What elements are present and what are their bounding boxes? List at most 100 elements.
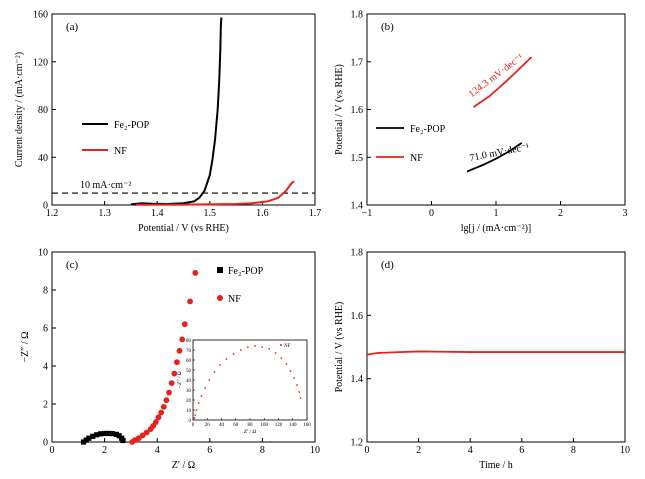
legend-label-a-1: NF — [114, 146, 127, 157]
legend-label-a-0: Fe₂-POP — [114, 120, 150, 131]
inset-point-14 — [254, 345, 256, 347]
inset-y-tick-label-0: 0 — [189, 419, 192, 424]
inset-point-8 — [213, 371, 216, 373]
series-line-a-0 — [130, 17, 223, 206]
x-tick-label-1-2: 1 — [494, 208, 499, 219]
inset-y-tick-label-8: 80 — [186, 339, 192, 344]
inset-point-6 — [204, 387, 207, 389]
inset-x-tick-label-5: 100 — [261, 423, 269, 428]
data-point-c-1-8 — [155, 414, 162, 421]
data-point-c-0-12 — [120, 437, 126, 444]
data-point-c-1-9 — [158, 409, 165, 416]
x-tick-label-1-3: 2 — [558, 208, 563, 219]
x-tick-label-1-4: 3 — [623, 208, 628, 219]
x-tick-label-3-4: 8 — [571, 445, 576, 456]
y-tick-label-0-0: 0 — [43, 201, 48, 212]
x-tick-label-0-5: 1.7 — [309, 208, 322, 219]
inset-point-1 — [193, 417, 196, 419]
data-point-c-1-4 — [143, 429, 150, 436]
reference-line-annotation: 10 mA·cm⁻² — [80, 180, 131, 191]
inset-y-tick-label-4: 40 — [186, 379, 192, 384]
inset-x-tick-label-8: 160 — [303, 423, 311, 428]
x-tick-label-2-2: 4 — [155, 445, 160, 456]
data-point-c-0-3 — [90, 433, 96, 439]
inset-point-23 — [298, 391, 301, 393]
data-point-c-1-11 — [163, 397, 170, 404]
inset-x-tick-label-6: 120 — [275, 423, 283, 428]
inset-point-15 — [261, 346, 264, 348]
legend-marker-c-0 — [217, 267, 223, 273]
data-point-c-1-19 — [187, 298, 193, 305]
x-tick-label-2-3: 6 — [207, 445, 212, 456]
y-tick-label-0-4: 160 — [33, 10, 48, 21]
legend-label-c-0: Fe₂-POP — [228, 266, 264, 277]
y-tick-label-2-4: 8 — [43, 286, 48, 297]
data-point-c-1-7 — [152, 419, 159, 425]
legend-marker-c-1 — [217, 295, 223, 301]
x-tick-label-3-1: 2 — [416, 445, 421, 456]
y-tick-label-2-2: 4 — [43, 362, 48, 373]
plot-frame-1 — [366, 13, 626, 206]
y-axis-label-1: Potential / V (vs RHE) — [334, 64, 345, 155]
x-axis-label-1: lg[j / (mA·cm⁻²)] — [461, 223, 531, 234]
data-point-c-0-4 — [94, 432, 100, 438]
legend-label-b-0: Fe₂-POP — [410, 124, 446, 135]
slope-label-fe2pop: 71.0 mV·dec⁻¹ — [469, 142, 530, 164]
data-point-c-1-10 — [160, 403, 167, 410]
slope-label-nf: 124.3 mV·dec⁻¹ — [467, 52, 526, 100]
inset-point-13 — [246, 346, 249, 348]
y-axis-label-2: −Z″ / Ω — [20, 331, 31, 362]
inset-point-4 — [197, 402, 200, 404]
y-tick-label-1-2: 1.6 — [351, 105, 364, 116]
inset-x-tick-label-4: 80 — [248, 423, 254, 428]
y-tick-label-0-3: 120 — [33, 57, 48, 68]
inset-y-tick-label-6: 60 — [186, 359, 192, 364]
x-tick-label-2-5: 10 — [310, 445, 320, 456]
data-point-c-1-15 — [174, 359, 180, 366]
x-axis-label-3: Time / h — [479, 460, 513, 471]
data-point-c-0-5 — [98, 431, 104, 437]
x-tick-label-2-0: 0 — [50, 445, 55, 456]
legend-label-b-1: NF — [410, 153, 423, 164]
inset-point-5 — [200, 395, 203, 397]
x-axis-label-0: Potential / V (vs RHE) — [138, 223, 229, 234]
x-axis-label-2: Z′ / Ω — [172, 460, 196, 471]
series-line-d-0 — [366, 350, 625, 356]
inset-y-tick-label-3: 30 — [186, 389, 192, 394]
inset-point-18 — [280, 357, 283, 359]
plot-frame-2 — [51, 251, 316, 443]
inset-point-22 — [296, 384, 298, 386]
data-point-c-1-16 — [176, 347, 183, 354]
series-line-b-1 — [472, 56, 533, 108]
y-tick-label-3-0: 1.2 — [351, 438, 364, 449]
y-tick-label-1-1: 1.5 — [351, 153, 364, 164]
y-tick-label-2-0: 0 — [43, 438, 48, 449]
data-point-c-1-13 — [168, 380, 175, 386]
inset-x-tick-label-2: 40 — [219, 423, 225, 428]
panel-label-2: (c) — [66, 259, 79, 271]
data-point-c-0-2 — [86, 435, 92, 441]
x-tick-label-2-1: 2 — [102, 445, 107, 456]
inset-point-24 — [299, 397, 302, 399]
inset-y-axis-label: −Z″ / Ω — [177, 371, 183, 388]
inset-x-tick-label-0: 0 — [192, 423, 195, 428]
y-tick-label-3-3: 1.8 — [351, 248, 364, 259]
x-tick-label-0-2: 1.4 — [151, 208, 164, 219]
inset-point-12 — [239, 349, 242, 351]
panel-label-3: (d) — [381, 259, 394, 271]
inset-point-11 — [232, 353, 235, 355]
inset-point-9 — [219, 364, 221, 366]
x-tick-label-3-2: 4 — [468, 445, 473, 456]
data-point-c-0-6 — [102, 430, 108, 437]
x-tick-label-2-4: 8 — [260, 445, 265, 456]
x-tick-label-0-3: 1.5 — [204, 208, 217, 219]
inset-x-tick-label-3: 60 — [233, 423, 239, 428]
inset-point-17 — [274, 352, 277, 354]
data-point-c-1-20 — [192, 270, 199, 276]
x-tick-label-3-3: 6 — [519, 445, 524, 456]
inset-frame — [192, 339, 308, 421]
inset-y-tick-label-7: 70 — [186, 349, 192, 354]
y-tick-label-1-0: 1.4 — [351, 201, 364, 212]
inset-x-axis-label: Z′ / Ω — [244, 429, 257, 435]
data-point-c-0-10 — [116, 433, 122, 439]
